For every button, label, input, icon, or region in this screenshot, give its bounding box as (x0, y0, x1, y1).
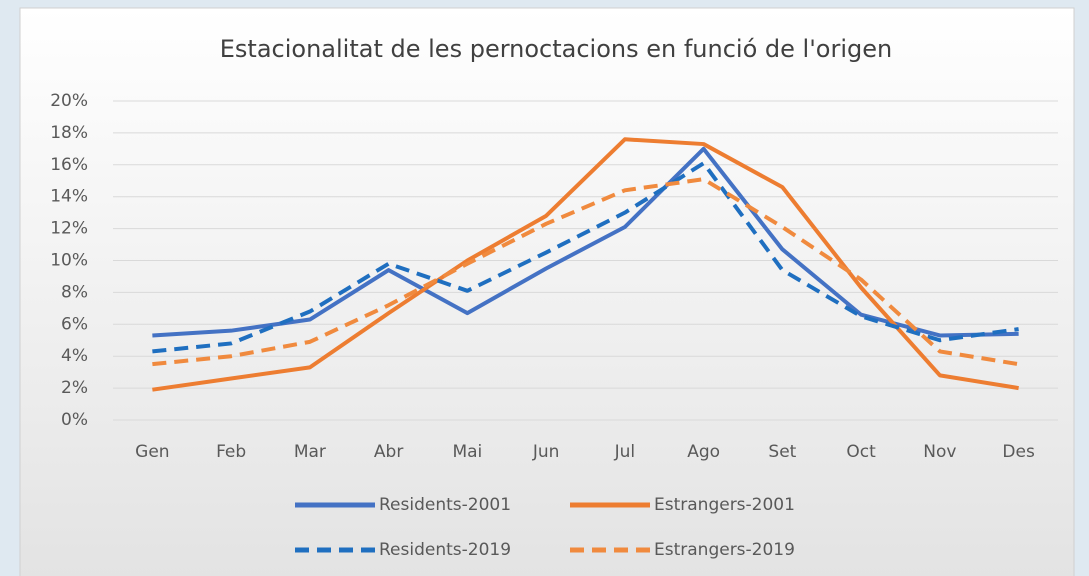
x-tick-label: Nov (923, 442, 956, 462)
x-tick-label: Set (768, 442, 796, 462)
x-tick-label: Jul (614, 442, 636, 462)
series-line (152, 146, 1019, 338)
y-tick-label: 16% (50, 155, 88, 175)
x-tick-label: Mai (452, 442, 482, 462)
legend-label: Residents-2001 (379, 495, 511, 515)
chart-title: Estacionalitat de les pernoctacions en f… (220, 35, 892, 63)
x-tick-label: Ago (687, 442, 720, 462)
x-tick-label: Jun (532, 442, 560, 462)
series-line (152, 177, 1019, 367)
x-tick-label: Mar (294, 442, 326, 462)
legend-label: Residents-2019 (379, 540, 511, 560)
y-tick-label: 0% (61, 410, 88, 430)
y-tick-label: 10% (50, 251, 88, 271)
x-tick-label: Feb (216, 442, 246, 462)
legend-label: Estrangers-2019 (654, 540, 795, 560)
y-tick-label: 14% (50, 187, 88, 207)
y-tick-label: 20% (50, 91, 88, 111)
x-tick-label: Gen (135, 442, 169, 462)
y-tick-label: 18% (50, 123, 88, 143)
x-tick-label: Oct (846, 442, 876, 462)
y-tick-label: 2% (61, 378, 88, 398)
legend-label: Estrangers-2001 (654, 495, 795, 515)
y-tick-label: 4% (61, 346, 88, 366)
y-tick-label: 6% (61, 314, 88, 334)
series-line (152, 161, 1019, 354)
series-line (152, 137, 1019, 392)
y-tick-label: 12% (50, 219, 88, 239)
x-tick-label: Des (1002, 442, 1035, 462)
y-tick-label: 8% (61, 282, 88, 302)
x-tick-label: Abr (374, 442, 403, 462)
